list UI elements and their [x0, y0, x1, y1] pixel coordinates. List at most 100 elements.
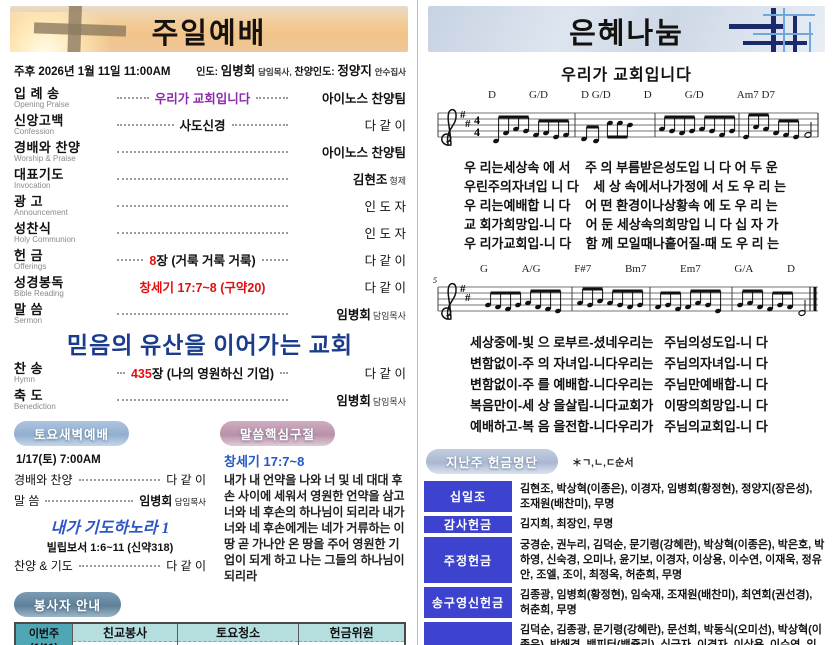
praise-role: 안수집사: [374, 67, 406, 77]
key-verse-text: 내가 내 언약을 나와 너 및 네 대대 후손 사이에 세워서 영원한 언약을 …: [224, 473, 405, 583]
order-label-en: Holy Communion: [14, 234, 76, 244]
order-right-main: 임병회: [336, 308, 371, 322]
order-label-kr: 대표기도: [14, 166, 64, 182]
order-center-part: 우리가 교회입니다: [154, 92, 251, 106]
saturday-row-label: 찬양 & 기도: [14, 559, 73, 573]
chord-line-1: D G/D D G/D D G/D Am7 D7: [418, 85, 835, 101]
dotted-leader: [117, 123, 174, 126]
order-label: 찬 송 Hymn: [14, 362, 111, 384]
order-center-part: 창세기 17:7~8 (구약20): [139, 280, 266, 295]
dotted-leader: [231, 123, 289, 126]
service-leaders: 인도: 임병회 담임목사, 찬양인도: 정양지 안수집사: [196, 60, 406, 79]
saturday-row-name: 다 같 이: [166, 473, 206, 487]
order-label-en: Benediction: [14, 401, 56, 411]
offering-row: 감사헌금 김지희, 최장인, 무명: [424, 516, 825, 533]
order-center: 8장 (거룩 거룩 거룩): [149, 250, 255, 269]
page-title: 은혜나눔: [569, 18, 684, 50]
dotted-leader: [256, 96, 289, 99]
grace-sharing-banner: 은혜나눔: [428, 6, 825, 52]
offering-row: 신년감사헌금 김덕순, 김종광, 문기령(강혜란), 문선희, 박동식(오미선),…: [424, 622, 825, 645]
lyric-line: 우 리는예배합 니 다 어 떤 환경이나상황속 에 도 우 리 는: [464, 198, 778, 213]
order-center-wrap: 창세기 17:7~8 (구약20): [111, 277, 294, 297]
offerings-list: 십일조 김현조, 박상혁(이종은), 이경자, 임병회(황정현), 정양지(장은성…: [424, 481, 825, 645]
order-label: 축 도 Benediction: [14, 389, 111, 411]
chord-label: G/A: [734, 263, 754, 275]
page-divider: [417, 0, 418, 645]
offering-names: 김지희, 최장인, 무명: [520, 518, 614, 530]
volunteer-name: 김민준: [298, 641, 405, 645]
dotted-leader: [117, 398, 288, 401]
svg-text:5: 5: [433, 276, 437, 285]
chord-label: G/D: [684, 89, 704, 101]
dotted-leader: [117, 150, 288, 153]
lyric-line: 변함없이-주 의 자녀입-니다우리는 주님의자녀입-니 다: [470, 356, 768, 371]
chord-label: G: [480, 263, 488, 275]
order-label-kr: 찬 송: [14, 360, 44, 376]
lyrics-block-1: 우 리는세상속 에 서 주 의 부름받은성도입 니 다 어 두 운 우린주의자녀입…: [464, 158, 835, 253]
offering-names: 김종광, 임병회(황정현), 임숙재, 조재원(배찬미), 최연회(권선경), …: [520, 589, 813, 616]
dotted-leader: [117, 258, 144, 261]
chord-label: G/D: [529, 89, 548, 101]
order-right: 아이노스 찬양팀: [294, 88, 406, 107]
order-label-kr: 입 례 송: [14, 85, 60, 101]
saturday-scripture-ref: 빌립보서 1:6~11 (신약318): [46, 542, 174, 554]
order-label-kr: 말 씀: [14, 301, 44, 317]
volunteer-name: 백피터: [177, 641, 299, 645]
lead-label: 인도:: [196, 67, 218, 78]
order-label: 성찬식 Holy Communion: [14, 222, 111, 244]
saturday-row: 경배와 찬양 다 같 이: [14, 469, 206, 490]
offering-category-label: 감사헌금: [424, 516, 512, 533]
order-center-part: 장 (나의 영원하신 기업): [151, 367, 275, 381]
service-date: 주후 2026년 1월 11일 11:00AM: [14, 66, 171, 78]
order-label-en: Announcement: [14, 207, 68, 217]
dotted-leader: [117, 177, 288, 180]
volunteer-col-header: 토요청소: [177, 623, 299, 642]
offering-category-label: 송구영신헌금: [424, 587, 512, 618]
saturday-row-sub: 담임목사: [172, 497, 206, 507]
praise-name: 정양지: [337, 64, 372, 78]
volunteers-table: 이번주(1/11)친교봉사토요청소헌금위원청년부백피터김민준다음주(1/18)친…: [14, 622, 406, 645]
saturday-row-label: 말 씀: [14, 494, 40, 508]
saturday-row: 말 씀 임병회 담임목사: [14, 490, 206, 511]
lyric-line: 우 리는세상속 에 서 주 의 부름받은성도입 니 다 어 두 운: [464, 160, 778, 175]
volunteer-date: (1/11): [16, 642, 72, 645]
order-right: 다 같 이: [294, 363, 406, 382]
order-right-main: 다 같 이: [364, 367, 407, 381]
offerings-order-note: ＊ㄱ,ㄴ,ㄷ순서: [571, 458, 634, 469]
order-row: 말 씀 Sermon 임병회 담임목사: [14, 300, 406, 327]
lyric-line: 우 리가교회입-니 다 함 께 모일때나흩어질-때 도 우 리 는: [464, 236, 780, 251]
order-label-kr: 광 고: [14, 193, 44, 209]
dotted-leader: [280, 371, 289, 374]
right-page: 은혜나눔 우리가 교회입니다 D G/D D G/D D G/D Am7 D7 # #4 4 …: [418, 0, 835, 645]
order-label-kr: 신앙고백: [14, 112, 64, 128]
order-label-en: Worship & Praise: [14, 153, 76, 163]
svg-text:#: #: [465, 292, 471, 304]
saturday-row: 찬양 & 기도 다 같 이: [14, 555, 206, 576]
order-right: 인 도 자: [294, 223, 406, 242]
order-label: 대표기도 Invocation: [14, 168, 111, 190]
lyric-line: 세상중에-빛 으 로부르-셨네우리는 주님의성도입-니 다: [470, 335, 768, 350]
order-center-part: 장 (거룩 거룩 거룩): [156, 254, 256, 268]
order-right-main: 아이노스 찬양팀: [322, 146, 406, 160]
volunteers-section: 봉사자 안내: [14, 592, 418, 617]
offerings-badge: 지난주 헌금명단: [426, 449, 558, 474]
order-center: 창세기 17:7~8 (구약20): [140, 281, 266, 295]
page-title: 주일예배: [151, 18, 267, 50]
volunteer-week-cell: 이번주 (1/11): [15, 623, 73, 645]
chord-label: D: [787, 263, 795, 275]
left-page: 주일예배 주후 2026년 1월 11일 11:00AM 인도: 임병회 담임목…: [10, 6, 418, 645]
chord-line-2: G A/G F#7 Bm7 Em7 G/A D: [418, 253, 835, 275]
offerings-header: 지난주 헌금명단 ＊ㄱ,ㄴ,ㄷ순서: [426, 449, 835, 474]
svg-text:#: #: [460, 109, 466, 121]
dotted-leader: [117, 231, 288, 234]
order-label-kr: 축 도: [14, 387, 44, 403]
chord-label: A/G: [521, 263, 541, 275]
sunday-worship-banner: 주일예배: [10, 6, 408, 52]
order-row: 신앙고백 Confession 사도신경 다 같 이: [14, 111, 406, 138]
order-right: 인 도 자: [294, 196, 406, 215]
dotted-leader: [45, 499, 134, 502]
order-row: 축 도 Benediction 임병회 담임목사: [14, 386, 406, 413]
order-label-kr: 성찬식: [14, 220, 52, 236]
lead-name: 임병회: [220, 64, 256, 78]
